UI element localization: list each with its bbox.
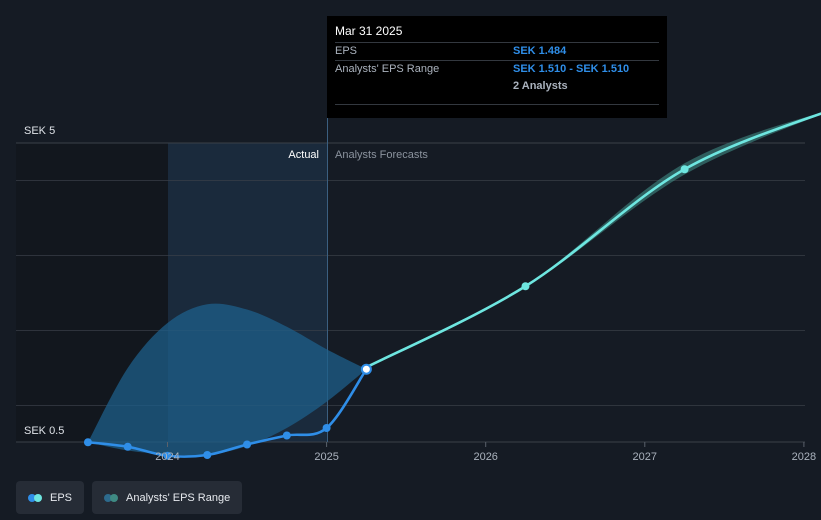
eps-point-actual-1 bbox=[123, 442, 132, 451]
x-tick-label-2026: 2026 bbox=[473, 451, 497, 463]
range-swatch-icon bbox=[104, 493, 119, 502]
tooltip-divider bbox=[335, 104, 659, 105]
eps-points bbox=[83, 165, 689, 460]
tooltip-eps-row: EPS SEK 1.484 bbox=[335, 42, 659, 60]
x-tick-label-2024: 2024 bbox=[155, 451, 179, 463]
legend-range-label: Analysts' EPS Range bbox=[126, 491, 231, 504]
x-tick-label-2027: 2027 bbox=[633, 451, 657, 463]
eps-point-actual-2 bbox=[163, 451, 172, 460]
eps-point-actual-3 bbox=[203, 451, 212, 459]
eps-range-areas bbox=[87, 112, 821, 456]
tooltip-range-row: Analysts' EPS Range SEK 1.510 - SEK 1.51… bbox=[335, 60, 659, 78]
eps-swatch-icon bbox=[28, 493, 42, 502]
actual-region-label: Actual bbox=[288, 149, 319, 161]
tooltip-eps-value: SEK 1.484 bbox=[513, 45, 567, 57]
tooltip-analysts-count: 2 Analysts bbox=[513, 80, 568, 92]
legend: EPS Analysts' EPS Range bbox=[16, 481, 243, 514]
eps-point-forecast-2 bbox=[680, 165, 689, 174]
eps-point-actual-5 bbox=[282, 431, 291, 440]
x-tick-label-2028: 2028 bbox=[792, 451, 816, 463]
legend-item-eps[interactable]: EPS bbox=[16, 481, 85, 514]
tooltip-range-label: Analysts' EPS Range bbox=[335, 63, 440, 75]
range-area-historical-range bbox=[87, 303, 367, 456]
x-tick-label-2025: 2025 bbox=[314, 451, 338, 463]
tooltip: Mar 31 2025 EPS SEK 1.484 Analysts' EPS … bbox=[327, 16, 667, 118]
eps-point-actual-6 bbox=[322, 424, 331, 432]
forecast-region-label: Analysts Forecasts bbox=[335, 149, 428, 161]
tooltip-range-value: SEK 1.510 - SEK 1.510 bbox=[513, 63, 630, 75]
tooltip-eps-label: EPS bbox=[335, 45, 358, 57]
highlight-point bbox=[360, 363, 372, 375]
tooltip-analysts-row: 2 Analysts bbox=[335, 78, 659, 95]
y-tick-label-max: SEK 5 bbox=[24, 125, 55, 137]
eps-chart: SEK 5 SEK 0.5 Actual Analysts Forecasts … bbox=[16, 112, 821, 463]
legend-item-range[interactable]: Analysts' EPS Range bbox=[92, 481, 243, 514]
eps-point-forecast-1 bbox=[521, 282, 530, 291]
legend-eps-label: EPS bbox=[50, 491, 73, 504]
tooltip-date: Mar 31 2025 bbox=[335, 24, 403, 38]
eps-line-forecast bbox=[365, 112, 821, 369]
y-tick-label-min: SEK 0.5 bbox=[24, 425, 64, 437]
eps-point-actual-4 bbox=[243, 440, 252, 449]
eps-point-actual-0 bbox=[83, 438, 92, 447]
x-axis-ticks: 2024 2025 2026 2027 2028 bbox=[155, 442, 816, 463]
